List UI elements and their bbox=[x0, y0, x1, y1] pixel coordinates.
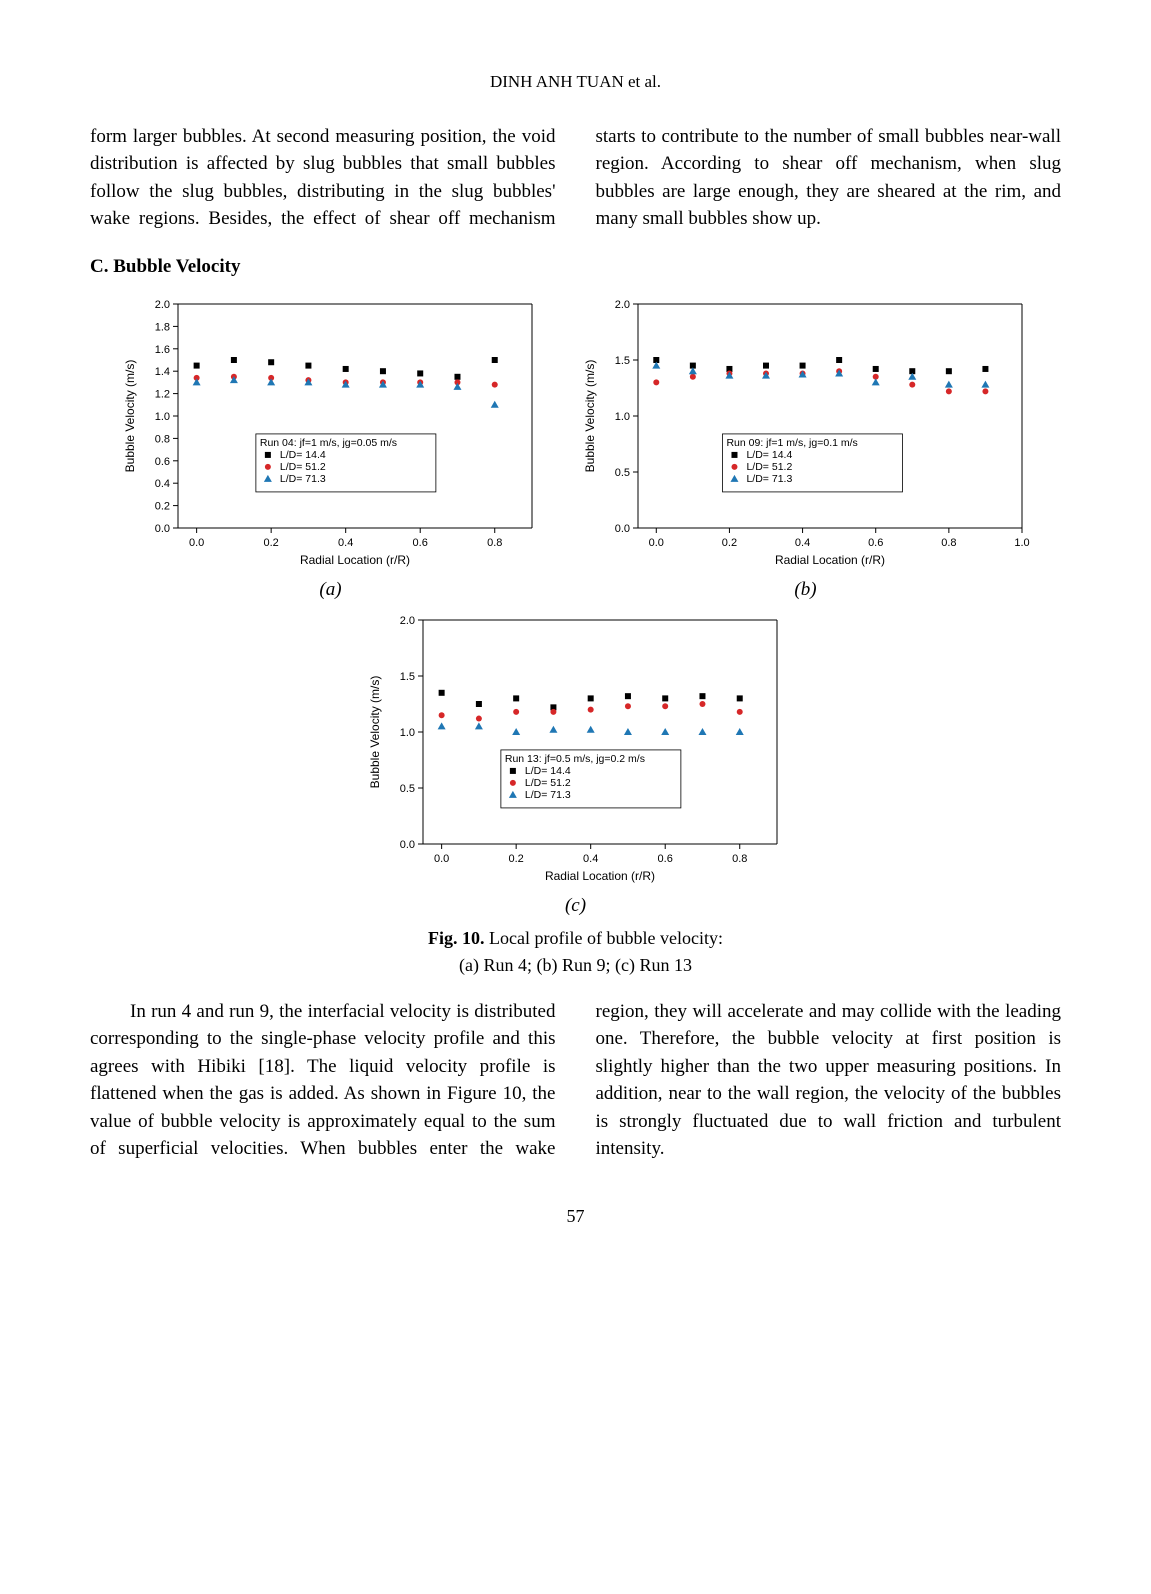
svg-text:0.4: 0.4 bbox=[583, 853, 598, 865]
svg-text:0.8: 0.8 bbox=[487, 537, 502, 549]
chart-c-sublabel: (c) bbox=[361, 892, 791, 920]
svg-text:2.0: 2.0 bbox=[399, 615, 414, 627]
svg-text:Radial Location (r/R): Radial Location (r/R) bbox=[774, 553, 884, 567]
svg-text:1.5: 1.5 bbox=[399, 671, 414, 683]
svg-text:Bubble Velocity (m/s): Bubble Velocity (m/s) bbox=[123, 360, 137, 473]
svg-text:1.4: 1.4 bbox=[154, 367, 169, 379]
running-head: DINH ANH TUAN et al. bbox=[90, 70, 1061, 95]
svg-text:0.0: 0.0 bbox=[648, 537, 663, 549]
bottom-paragraph-block: In run 4 and run 9, the interfacial velo… bbox=[90, 998, 1061, 1163]
svg-text:0.5: 0.5 bbox=[614, 467, 629, 479]
svg-text:0.2: 0.2 bbox=[154, 501, 169, 513]
svg-text:0.8: 0.8 bbox=[941, 537, 956, 549]
chart-b-cell: 0.0 0.5 1.0 1.5 2.0 0.0 0.2 0.4 0.6 0.8 1.0 Bubble … bbox=[576, 292, 1036, 604]
figure-10: 0.00.20.40.60.81.01.21.41.61.82.00.00.20… bbox=[90, 292, 1061, 977]
svg-text:1.6: 1.6 bbox=[154, 344, 169, 356]
svg-text:L/D= 71.3: L/D= 71.3 bbox=[279, 473, 325, 485]
svg-text:Run 13: jf=0.5 m/s, jg=0.2 m/s: Run 13: jf=0.5 m/s, jg=0.2 m/s bbox=[504, 753, 644, 765]
chart-c-cell: 0.0 0.5 1.0 1.5 2.0 0.0 0.2 0.4 0.6 0.8 Bubble Vel… bbox=[361, 608, 791, 920]
svg-text:1.5: 1.5 bbox=[614, 355, 629, 367]
svg-text:L/D= 51.2: L/D= 51.2 bbox=[524, 777, 570, 789]
svg-text:0.6: 0.6 bbox=[657, 853, 672, 865]
svg-text:0.6: 0.6 bbox=[154, 456, 169, 468]
svg-text:Bubble Velocity (m/s): Bubble Velocity (m/s) bbox=[368, 676, 382, 789]
chart-b: 0.0 0.5 1.0 1.5 2.0 0.0 0.2 0.4 0.6 0.8 1.0 Bubble … bbox=[576, 292, 1036, 572]
svg-text:2.0: 2.0 bbox=[614, 299, 629, 311]
svg-text:0.0: 0.0 bbox=[399, 839, 414, 851]
svg-text:L/D= 14.4: L/D= 14.4 bbox=[524, 765, 570, 777]
svg-text:0.6: 0.6 bbox=[412, 537, 427, 549]
figure-caption-bold: Fig. 10. bbox=[428, 928, 485, 948]
chart-a-cell: 0.0 0.2 0.4 0.6 0.8 1.0 1.2 1.4 1.6 1.8 2.0 0.0 0.2 0… bbox=[116, 292, 546, 604]
section-heading: C. Bubble Velocity bbox=[90, 253, 1061, 281]
svg-text:0.4: 0.4 bbox=[338, 537, 353, 549]
chart-b-sublabel: (b) bbox=[576, 576, 1036, 604]
svg-text:1.0: 1.0 bbox=[399, 727, 414, 739]
svg-text:0.0: 0.0 bbox=[154, 523, 169, 535]
svg-text:1.0: 1.0 bbox=[1014, 537, 1029, 549]
bottom-paragraph: In run 4 and run 9, the interfacial velo… bbox=[90, 998, 1061, 1163]
svg-text:Bubble Velocity (m/s): Bubble Velocity (m/s) bbox=[583, 360, 597, 473]
svg-text:0.5: 0.5 bbox=[399, 783, 414, 795]
svg-text:L/D= 14.4: L/D= 14.4 bbox=[279, 449, 325, 461]
svg-text:0.2: 0.2 bbox=[263, 537, 278, 549]
chart-a-sublabel: (a) bbox=[116, 576, 546, 604]
svg-text:0.2: 0.2 bbox=[721, 537, 736, 549]
svg-text:0.4: 0.4 bbox=[154, 479, 169, 491]
svg-text:0.2: 0.2 bbox=[508, 853, 523, 865]
top-paragraph: form larger bubbles. At second measuring… bbox=[90, 123, 1061, 233]
top-paragraph-block: form larger bubbles. At second measuring… bbox=[90, 123, 1061, 233]
figure-caption-line2: (a) Run 4; (b) Run 9; (c) Run 13 bbox=[459, 955, 692, 975]
svg-text:1.2: 1.2 bbox=[154, 389, 169, 401]
svg-text:1.0: 1.0 bbox=[154, 411, 169, 423]
svg-text:Run 09: jf=1 m/s, jg=0.1 m/s: Run 09: jf=1 m/s, jg=0.1 m/s bbox=[726, 437, 857, 449]
svg-text:Run 04: jf=1 m/s, jg=0.05 m/s: Run 04: jf=1 m/s, jg=0.05 m/s bbox=[259, 437, 396, 449]
svg-text:0.0: 0.0 bbox=[188, 537, 203, 549]
svg-text:0.0: 0.0 bbox=[433, 853, 448, 865]
svg-text:L/D= 51.2: L/D= 51.2 bbox=[279, 461, 325, 473]
svg-text:1.0: 1.0 bbox=[614, 411, 629, 423]
svg-text:L/D= 71.3: L/D= 71.3 bbox=[524, 789, 570, 801]
svg-text:1.8: 1.8 bbox=[154, 322, 169, 334]
figure-caption-rest: Local profile of bubble velocity: bbox=[485, 928, 723, 948]
svg-text:L/D= 14.4: L/D= 14.4 bbox=[746, 449, 792, 461]
chart-a: 0.0 0.2 0.4 0.6 0.8 1.0 1.2 1.4 1.6 1.8 2.0 0.0 0.2 0… bbox=[116, 292, 546, 572]
svg-text:0.6: 0.6 bbox=[868, 537, 883, 549]
svg-text:0.8: 0.8 bbox=[732, 853, 747, 865]
figure-caption: Fig. 10. Local profile of bubble velocit… bbox=[90, 925, 1061, 977]
svg-text:L/D= 51.2: L/D= 51.2 bbox=[746, 461, 792, 473]
chart-c: 0.0 0.5 1.0 1.5 2.0 0.0 0.2 0.4 0.6 0.8 Bubble Vel… bbox=[361, 608, 791, 888]
svg-text:0.8: 0.8 bbox=[154, 434, 169, 446]
svg-text:0.0: 0.0 bbox=[614, 523, 629, 535]
svg-text:L/D= 71.3: L/D= 71.3 bbox=[746, 473, 792, 485]
svg-text:2.0: 2.0 bbox=[154, 299, 169, 311]
svg-text:Radial Location (r/R): Radial Location (r/R) bbox=[299, 553, 409, 567]
svg-text:Radial Location (r/R): Radial Location (r/R) bbox=[544, 869, 654, 883]
svg-text:0.4: 0.4 bbox=[794, 537, 809, 549]
page-number: 57 bbox=[90, 1203, 1061, 1229]
